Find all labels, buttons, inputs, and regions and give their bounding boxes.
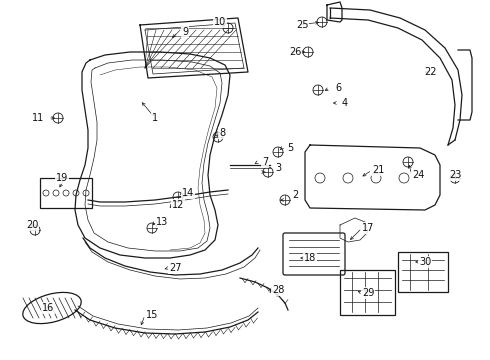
Text: 20: 20	[26, 220, 38, 230]
Text: 18: 18	[304, 253, 316, 263]
Text: 2: 2	[292, 190, 298, 200]
Text: 7: 7	[262, 157, 268, 167]
Text: 10: 10	[214, 17, 226, 27]
Text: 6: 6	[335, 83, 341, 93]
Text: 14: 14	[182, 188, 194, 198]
Text: 24: 24	[412, 170, 424, 180]
Text: 22: 22	[424, 67, 436, 77]
Text: 4: 4	[342, 98, 348, 108]
Text: 12: 12	[172, 200, 184, 210]
Text: 19: 19	[56, 173, 68, 183]
Text: 11: 11	[32, 113, 44, 123]
Text: 17: 17	[362, 223, 374, 233]
Text: 16: 16	[42, 303, 54, 313]
Text: 21: 21	[372, 165, 384, 175]
Text: 30: 30	[419, 257, 431, 267]
Text: 5: 5	[287, 143, 293, 153]
Text: 29: 29	[362, 288, 374, 298]
Text: 27: 27	[169, 263, 181, 273]
Text: 23: 23	[449, 170, 461, 180]
Text: 9: 9	[182, 27, 188, 37]
Text: 25: 25	[296, 20, 308, 30]
Text: 26: 26	[289, 47, 301, 57]
Text: 13: 13	[156, 217, 168, 227]
Text: 28: 28	[272, 285, 284, 295]
Text: 15: 15	[146, 310, 158, 320]
Text: 8: 8	[219, 128, 225, 138]
Text: 3: 3	[275, 163, 281, 173]
Text: 1: 1	[152, 113, 158, 123]
